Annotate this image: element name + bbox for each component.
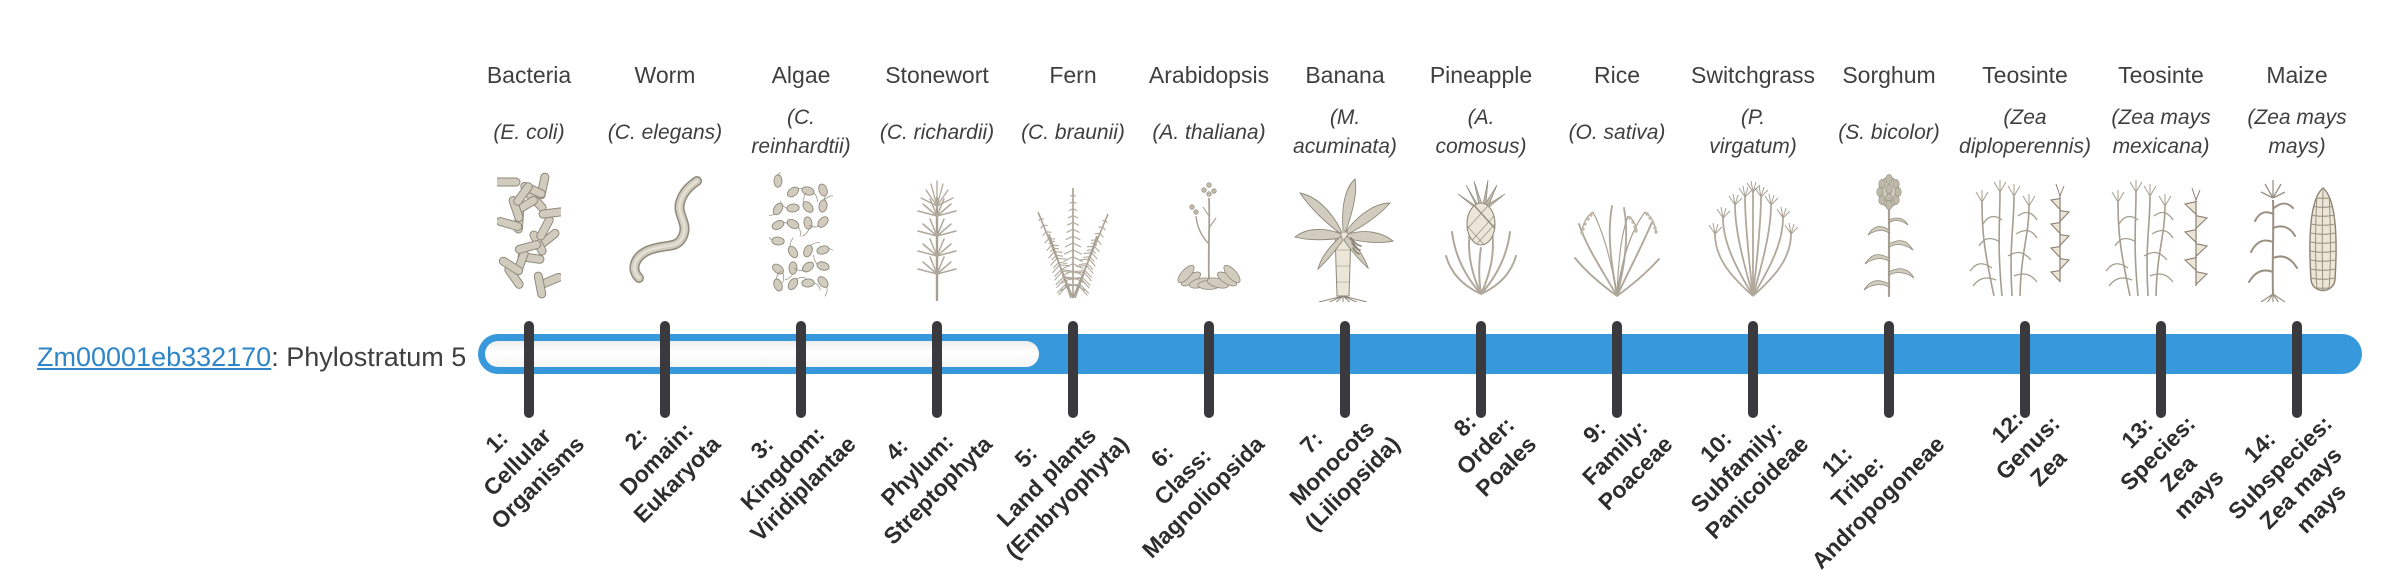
stratum-label: 6: Class: Magnoliopsida bbox=[1136, 430, 1270, 563]
tick-mark bbox=[1476, 321, 1486, 418]
organism-scientific-name: (C. reinhardtii) bbox=[751, 106, 851, 158]
tick-mark bbox=[2292, 321, 2302, 418]
stratum-label: 9: Family: Poaceae bbox=[1576, 414, 1678, 516]
organism-name: Bacteria bbox=[486, 62, 572, 88]
organism-name: Teosinte bbox=[1982, 62, 2068, 88]
banana-illustration bbox=[1291, 172, 1399, 304]
switchgrass-illustration bbox=[1703, 172, 1803, 304]
organism-name: Stonewort bbox=[885, 62, 989, 88]
stratum-label: 2: Domain: Eukaryota bbox=[614, 417, 726, 528]
tick-mark bbox=[660, 321, 670, 418]
organism-scientific-name: (Zea mays mexicana) bbox=[2111, 106, 2211, 158]
organism-scientific-name: (S. bicolor) bbox=[1838, 120, 1940, 144]
stratum-label: 7: Monocots (Liliopsida) bbox=[1284, 415, 1406, 536]
organism-name: Teosinte bbox=[2118, 62, 2204, 88]
tick-mark bbox=[524, 321, 534, 418]
organism-name: Switchgrass bbox=[1691, 62, 1815, 88]
organism-name: Pineapple bbox=[1429, 62, 1533, 88]
algae-illustration bbox=[769, 172, 833, 304]
stratum-label: 4: Phylum: Streptophyta bbox=[875, 428, 998, 550]
tick-mark bbox=[1884, 321, 1894, 418]
organism-name: Algae bbox=[771, 62, 831, 88]
tick-mark bbox=[2156, 321, 2166, 418]
teosinte-mexicana-illustration bbox=[2102, 172, 2220, 304]
tick-mark bbox=[2020, 321, 2030, 418]
rice-illustration bbox=[1571, 172, 1663, 304]
worm-illustration bbox=[625, 172, 705, 304]
stratum-label: 8: Order: Poales bbox=[1448, 408, 1542, 502]
fern-illustration bbox=[1023, 172, 1123, 304]
tick-mark bbox=[1068, 321, 1078, 418]
organism-scientific-name: (P. virgatum) bbox=[1709, 106, 1797, 158]
organism-scientific-name: (C. elegans) bbox=[607, 120, 723, 144]
tick-mark bbox=[1612, 321, 1622, 418]
tick-mark bbox=[1204, 321, 1214, 418]
pineapple-illustration bbox=[1445, 172, 1517, 304]
organism-name: Banana bbox=[1305, 62, 1385, 88]
arabidopsis-illustration bbox=[1173, 172, 1245, 304]
stratum-label: 12: Genus: Zea bbox=[1985, 405, 2072, 492]
organism-name: Worm bbox=[634, 62, 696, 88]
stratum-label: 14: Subspecies: Zea mays mays bbox=[2222, 410, 2351, 539]
organism-scientific-name: (A. comosus) bbox=[1435, 106, 1527, 158]
gene-link[interactable]: Zm00001eb332170 bbox=[37, 342, 272, 372]
teosinte-diploperennis-illustration bbox=[1966, 172, 2084, 304]
stratum-label: 5: Land plants (Embryophyta) bbox=[991, 421, 1134, 564]
organism-name: Arabidopsis bbox=[1148, 62, 1270, 88]
tick-mark bbox=[1748, 321, 1758, 418]
gene-phylostratum-text: : Phylostratum 5 bbox=[271, 342, 467, 372]
gene-label: Zm00001eb332170: Phylostratum 5 bbox=[37, 340, 466, 374]
organism-name: Fern bbox=[1049, 62, 1097, 88]
organism-scientific-name: (A. thaliana) bbox=[1152, 120, 1266, 144]
organism-name: Sorghum bbox=[1842, 62, 1936, 88]
organism-scientific-name: (E. coli) bbox=[493, 120, 565, 144]
sorghum-illustration bbox=[1856, 172, 1922, 304]
phylostratum-bar-unfilled bbox=[485, 341, 1039, 367]
tick-mark bbox=[1340, 321, 1350, 418]
organism-scientific-name: (C. richardii) bbox=[879, 120, 995, 144]
tick-mark bbox=[932, 321, 942, 418]
organism-scientific-name: (M. acuminata) bbox=[1293, 106, 1397, 158]
organism-scientific-name: (Zea diploperennis) bbox=[1959, 106, 2091, 158]
organism-name: Rice bbox=[1593, 62, 1640, 88]
bacteria-illustration bbox=[497, 172, 561, 304]
organism-scientific-name: (O. sativa) bbox=[1568, 120, 1666, 144]
tick-mark bbox=[796, 321, 806, 418]
stratum-label: 1: Cellular Organisms bbox=[477, 422, 590, 535]
organism-scientific-name: (Zea mays mays) bbox=[2247, 106, 2347, 158]
organism-scientific-name: (C. braunii) bbox=[1021, 120, 1125, 144]
stratum-label: 13: Species: Zea mays bbox=[2115, 410, 2229, 524]
maize-illustration bbox=[2241, 172, 2353, 304]
stratum-label: 3: Kingdom: Viridiplantae bbox=[735, 420, 862, 547]
stonewort-illustration bbox=[907, 172, 967, 304]
organism-name: Maize bbox=[2266, 62, 2328, 88]
stratum-label: 11: Tribe: Andropogoneae bbox=[1806, 430, 1950, 574]
